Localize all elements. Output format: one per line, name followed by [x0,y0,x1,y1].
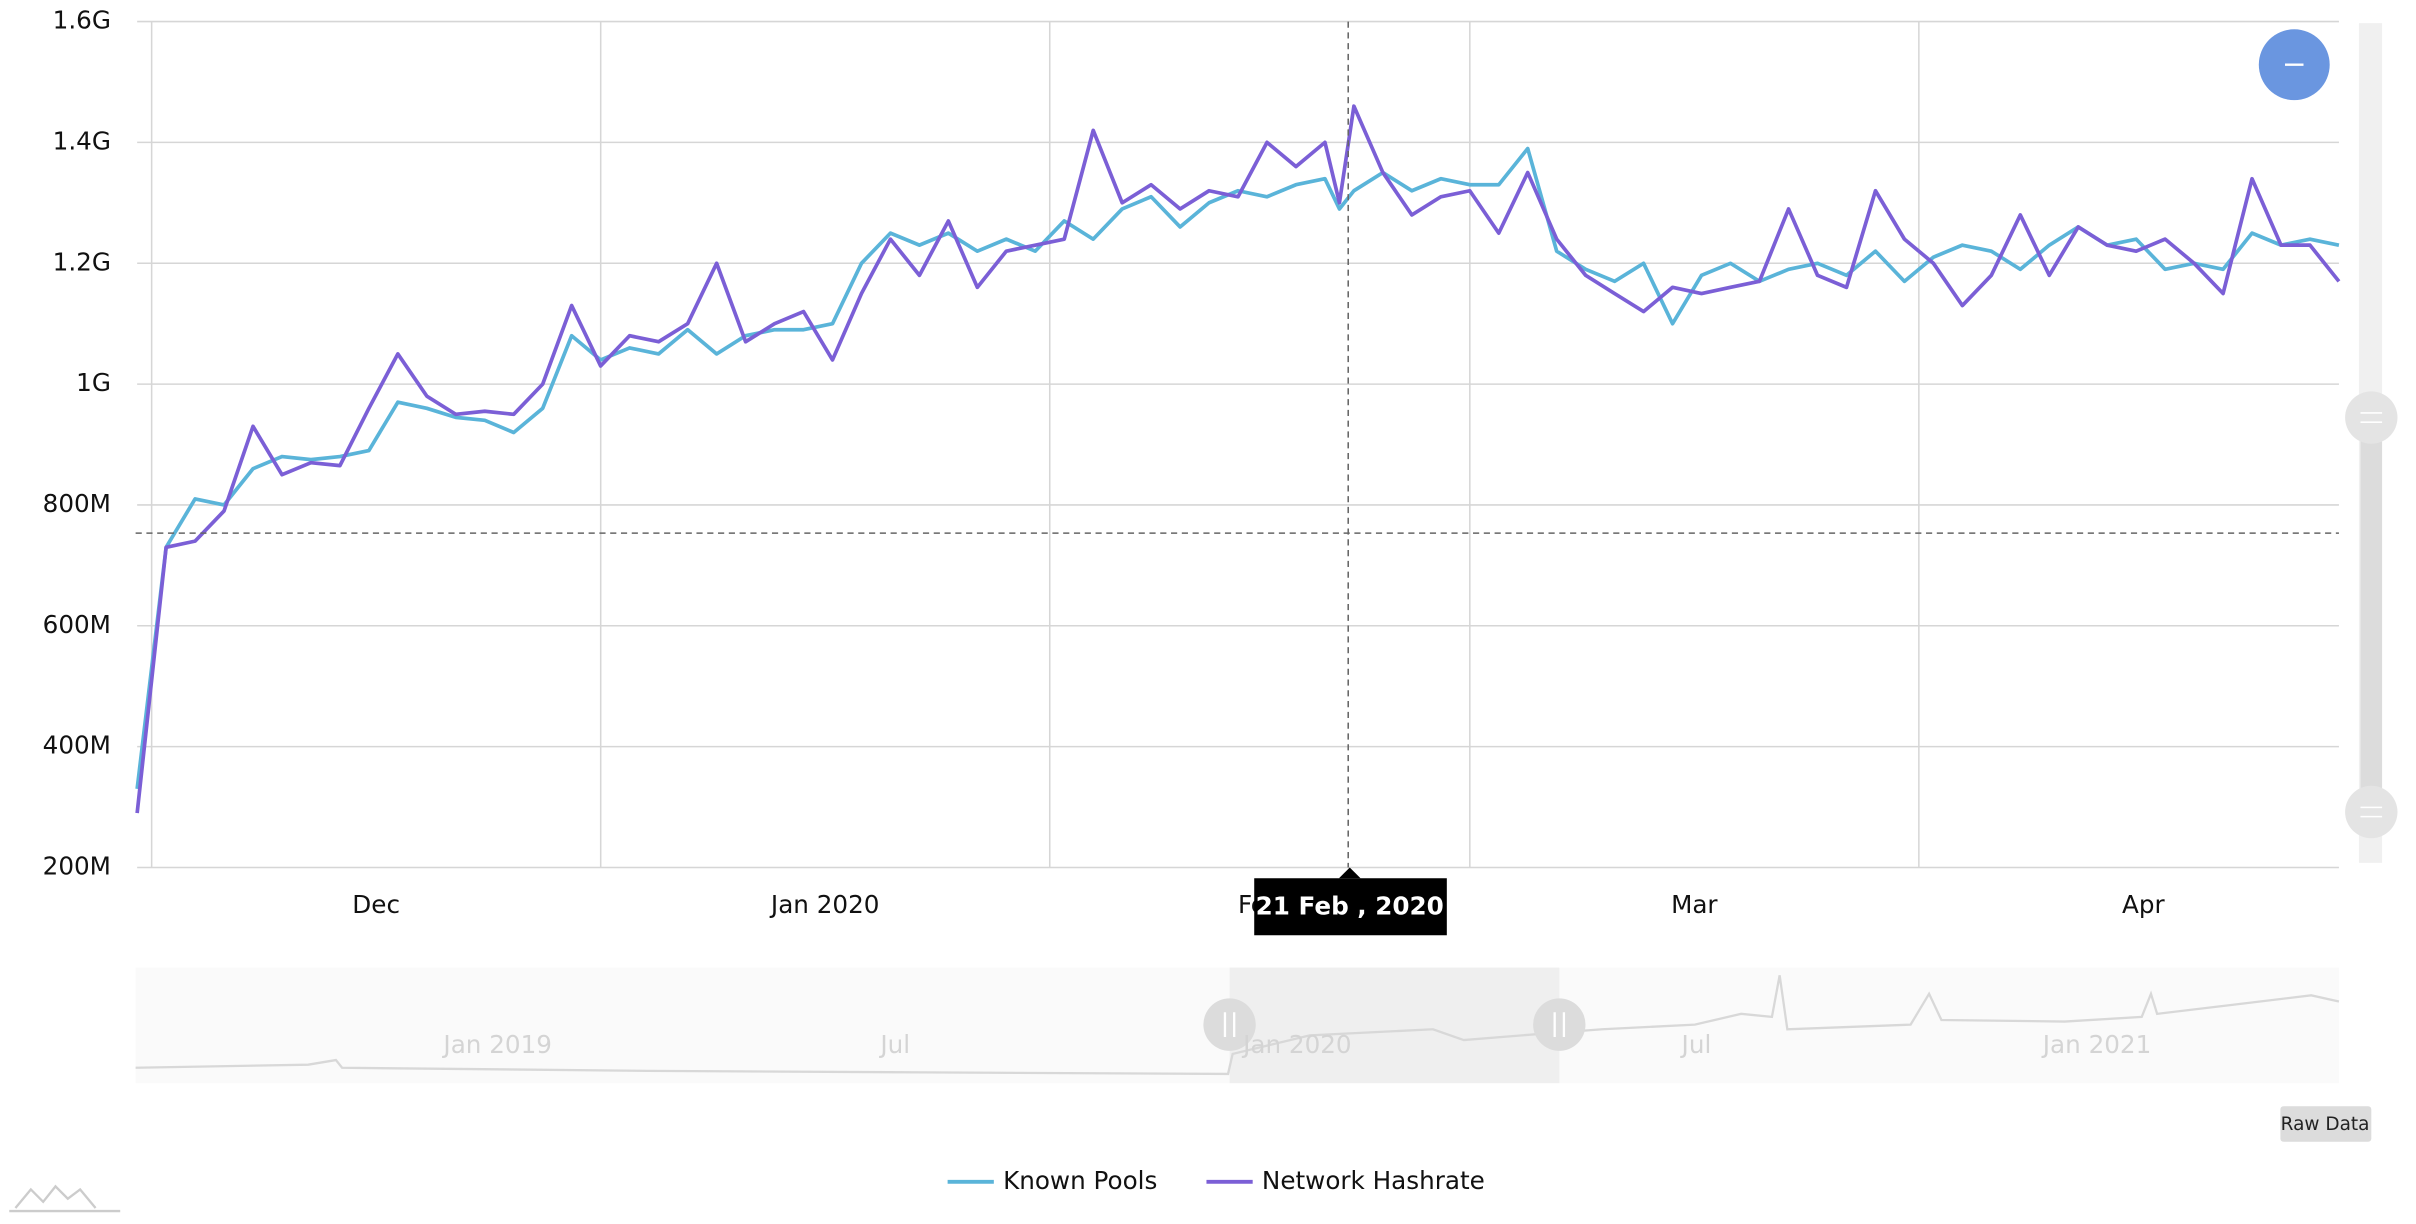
y-tick-label: 200M [43,851,111,880]
navigator[interactable]: Jan 2019 Jul Jan 2020 Jul Jan 2021 [135,967,2340,1084]
grid: 200M 400M 600M 800M 1G 1.2G 1.4G 1.6G [43,6,2339,880]
y-tick-label: 1.4G [53,126,111,155]
raw-data-bg[interactable] [2280,1106,2372,1142]
navigator-label: Jan 2019 [441,1030,552,1059]
scrollbar-handle[interactable] [2345,391,2398,444]
navigator-label: Jan 2021 [2041,1030,2152,1059]
y-tick-label: 1G [76,368,111,397]
zoom-out-button[interactable] [2258,29,2330,101]
navigator-handle[interactable] [1533,998,1586,1051]
scrollbar-handle[interactable] [2345,785,2398,839]
legend: Known Pools Network Hashrate [947,1166,1485,1195]
legend-label[interactable]: Network Hashrate [1262,1166,1485,1195]
y-tick-label: 600M [43,610,111,639]
raw-data-button[interactable]: Raw Data [2280,1106,2372,1142]
x-tick-label: Dec [352,890,400,919]
series-lines [135,104,2341,814]
logo [9,1184,121,1213]
scrollbar-thumb[interactable] [2360,417,2383,812]
raw-data-label[interactable]: Raw Data [2281,1114,2370,1135]
y-tick-label: 400M [43,731,111,760]
handle-grip [1223,1012,1566,1037]
tooltip-text: 21 Feb , 2020 [1256,892,1444,921]
navigator-handle[interactable] [1203,998,1256,1051]
tooltip: 21 Feb , 2020 [1254,867,1447,936]
y-tick-label: 1.6G [53,6,111,35]
x-tick-label: Jan 2020 [769,890,880,919]
series-line [135,146,2340,790]
y-scrollbar[interactable] [2345,23,2398,863]
legend-label[interactable]: Known Pools [1003,1166,1157,1195]
navigator-line [135,975,2340,1076]
navigator-selection[interactable] [1229,967,1560,1084]
x-tick-label: Mar [1671,890,1718,919]
x-tick-label: Apr [2122,890,2165,919]
series-line [135,104,2341,814]
navigator-label: Jan 2020 [1241,1030,1352,1059]
navigator-label: Jul [1680,1030,1712,1059]
handle-grip [2360,412,2383,818]
y-tick-label: 800M [43,489,111,518]
tooltip-arrow [1338,867,1361,879]
y-tick-label: 1.2G [53,247,111,276]
navigator-label: Jul [878,1030,910,1059]
tooltip-box [1254,878,1447,936]
